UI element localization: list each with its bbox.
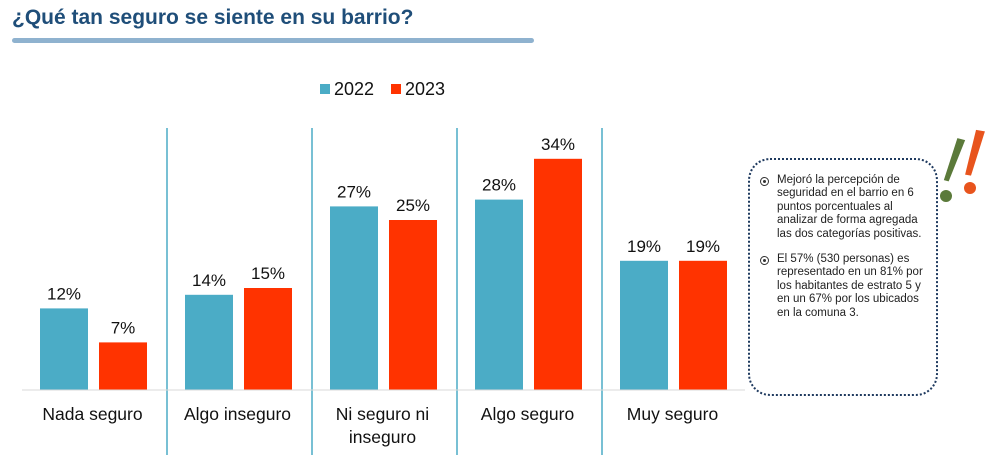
exclamation-marks-icon [940, 129, 985, 202]
bar-2023 [244, 288, 292, 390]
page-title: ¿Qué tan seguro se siente en su barrio? [12, 6, 414, 29]
legend-swatch [391, 84, 401, 94]
bullet-icon [760, 256, 769, 266]
data-label: 15% [251, 264, 285, 283]
note-item: Mejoró la percepción de seguridad en el … [760, 174, 928, 241]
data-label: 28% [482, 176, 516, 195]
bar-2023 [679, 260, 727, 390]
bar-chart: 12% 14% 27% 28% 19% 7% 15% 25% 34% 19% Nada seguro… [22, 79, 745, 455]
data-label: 12% [47, 284, 81, 303]
notes-box: Mejoró la percepción de seguridad en el … [748, 158, 938, 396]
category-label: Algo seguro [481, 404, 574, 424]
bar-2022 [620, 260, 668, 390]
legend-swatch [320, 84, 330, 94]
note-text: Mejoró la percepción de seguridad en el … [777, 174, 922, 240]
data-label: 27% [337, 182, 371, 201]
bar-2023 [389, 220, 437, 390]
data-label: 19% [627, 237, 661, 256]
category-label: Algo inseguro [184, 404, 291, 424]
category-label: Nada seguro [42, 404, 142, 424]
category-label: Ni seguro ni [336, 404, 429, 424]
bar-2023 [534, 158, 582, 390]
bar-2022 [330, 206, 378, 390]
title-underline [12, 38, 534, 43]
data-label: 14% [192, 271, 226, 290]
bullet-icon [760, 177, 769, 186]
category-label: inseguro [349, 427, 416, 447]
bar-2023 [99, 342, 147, 390]
data-label: 7% [111, 318, 136, 337]
category-label: Muy seguro [627, 404, 718, 424]
data-label: 25% [396, 196, 430, 215]
bar-2022 [185, 294, 233, 390]
bar-2022 [475, 199, 523, 390]
note-text: El 57% (530 personas) es representado en… [777, 253, 923, 319]
data-label: 19% [686, 237, 720, 256]
data-label: 34% [541, 135, 575, 154]
legend-label: 2023 [405, 79, 445, 99]
bar-2022 [40, 308, 88, 390]
note-item: El 57% (530 personas) es representado en… [760, 253, 928, 320]
legend-label: 2022 [334, 79, 374, 99]
